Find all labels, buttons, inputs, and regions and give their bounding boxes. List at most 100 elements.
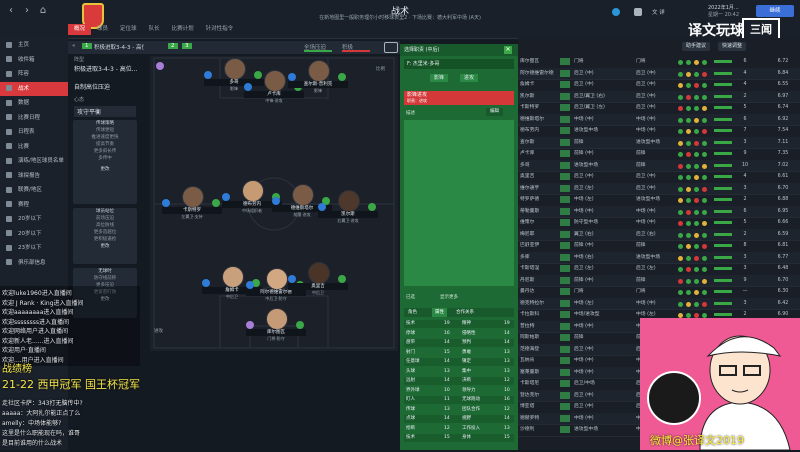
formation-value[interactable]: 积极进取3-4-3 - 高位... <box>74 66 138 73</box>
player-name[interactable]: 维尔通亨 <box>520 185 540 191</box>
player-name[interactable]: 德布劳内 <box>520 128 540 133</box>
player-card[interactable]: 多哥 影锋 <box>204 58 264 91</box>
lang-label[interactable]: 文 详 <box>652 10 665 16</box>
change-button[interactable]: 更改 <box>100 167 110 172</box>
continue-button[interactable]: 继续 <box>756 5 794 17</box>
forward-icon[interactable]: › <box>25 5 29 16</box>
close-icon[interactable]: ✕ <box>504 46 512 54</box>
notification-icon[interactable] <box>612 8 620 16</box>
sidebar-item-schedule[interactable]: 赛程 <box>0 198 68 213</box>
squad-row[interactable]: 德维斯塔尔 中场 (中) 中场 (中) 6 6.92 <box>518 113 800 126</box>
sidebar-item-inbox[interactable]: 收件箱 <box>0 53 68 68</box>
player-name[interactable]: 沙德利 <box>520 427 535 432</box>
player-name[interactable]: 阿尔德维雷尔德 <box>520 70 554 76</box>
change-button[interactable]: 更改 <box>100 244 110 249</box>
player-name[interactable]: 卡斯特罗 <box>520 105 540 110</box>
player-card[interactable]: 德维斯塔尔 前腰·进攻 <box>272 184 332 217</box>
tab-players[interactable]: 球员 <box>97 26 109 32</box>
player-name[interactable]: 多哥 <box>520 162 530 168</box>
squad-row[interactable]: 多库 中场 (右) 进攻型中场 3 6.77 <box>518 251 800 264</box>
squad-row[interactable]: 蒂勒曼斯 中场 (中) 中场 (中) 6 6.95 <box>518 205 800 218</box>
player-name[interactable]: 曼丹达 <box>520 289 535 294</box>
player-name[interactable]: 卢卡库 <box>520 151 535 156</box>
home-icon[interactable]: ⌂ <box>39 5 47 16</box>
player-name[interactable]: 塞莱曼斯 <box>520 369 540 375</box>
back-icon[interactable]: ‹ <box>9 5 13 16</box>
edit-button[interactable]: 编辑 <box>486 108 503 116</box>
squad-row[interactable]: 凯尔斯 后卫/翼卫 (右) 后卫 (中) 2 6.97 <box>518 90 800 103</box>
player-name[interactable]: 凯尔斯 <box>520 93 535 99</box>
sidebar-item-tactics[interactable]: 战术 <box>0 81 68 96</box>
sidebar-item-matches[interactable]: 比赛 <box>0 140 68 155</box>
player-name[interactable]: 查尔斯 <box>520 139 535 145</box>
sidebar-item-u23[interactable]: 23岁以下 <box>0 241 68 256</box>
player-name[interactable]: 瓦纳肯 <box>520 358 535 363</box>
player-card[interactable]: 库尔图瓦 门将·防守 <box>246 308 306 341</box>
player-name[interactable]: 德赫罗特 <box>520 415 540 421</box>
sidebar-item-squad[interactable]: 阵容 <box>0 67 68 82</box>
player-name[interactable]: 多库 <box>520 254 530 260</box>
role-info-icon[interactable] <box>156 62 164 70</box>
tab-overview[interactable]: 概况 <box>68 24 92 35</box>
tab-set-pieces[interactable]: 定位球 <box>120 26 137 32</box>
show-more-link[interactable]: 显示更多 <box>440 295 458 300</box>
squad-row[interactable]: 查尔斯 前锋 进攻型中场 3 7.11 <box>518 136 800 149</box>
tactic-slot-2[interactable]: 2 <box>168 43 178 49</box>
sidebar-item-calendar[interactable]: 日程表 <box>0 125 68 140</box>
change-button[interactable]: 更改 <box>100 297 110 302</box>
tactic-slot-3[interactable]: 3 <box>182 43 192 49</box>
player-card[interactable]: 凯尔斯 右翼卫·进攻 <box>318 190 378 223</box>
sidebar-item-fixtures[interactable]: 比赛日程 <box>0 111 68 126</box>
sidebar-item-data[interactable]: 数据 <box>0 96 68 111</box>
sidebar-item-home[interactable]: 主页 <box>0 38 68 53</box>
squad-row[interactable]: 维尔通亨 后卫 (左) 后卫 (中) 3 6.70 <box>518 182 800 195</box>
sidebar-item-region[interactable]: 演练/地区球员名单 <box>0 154 68 169</box>
player-select[interactable]: F: 杰里米·多哥 <box>404 59 514 69</box>
player-name[interactable]: 蒂勒曼斯 <box>520 208 540 214</box>
player-name[interactable]: 阿斯帕斯 <box>520 335 540 340</box>
player-name[interactable]: 登达克尔 <box>520 392 540 398</box>
player-name[interactable]: 卡斯塔尼 <box>520 381 540 386</box>
mentality-dropdown[interactable]: 攻守平衡 <box>74 106 136 117</box>
player-name[interactable]: 普拉特 <box>520 323 535 329</box>
assistant-button[interactable]: 助手建议 <box>682 42 711 51</box>
squad-row[interactable]: 德克特拉尔 中场 (左) 中场 (中) 3 6.42 <box>518 297 800 310</box>
player-name[interactable]: 卡斯塔涅 <box>520 266 540 271</box>
more-options-button[interactable] <box>384 42 398 53</box>
tab-role[interactable]: 角色 <box>408 310 417 315</box>
sidebar-item-scouting[interactable]: 球探报告 <box>0 169 68 184</box>
player-card[interactable]: 查尔斯·普利克 影锋 <box>288 60 348 93</box>
tab-match-plan[interactable]: 比赛计划 <box>171 26 194 32</box>
tab-captains[interactable]: 队长 <box>148 26 160 32</box>
squad-row[interactable]: 阿尔德维雷尔德 后卫 (中) 后卫 (中) 4 6.84 <box>518 67 800 80</box>
player-name[interactable]: 詹姆卡 <box>520 82 535 87</box>
sidebar-item-u20[interactable]: 20岁以下 <box>0 212 68 227</box>
player-name[interactable]: 范德海登 <box>520 346 540 352</box>
squad-row[interactable]: 丹尼斯 前锋 (中) 前锋 9 6.70 <box>518 274 800 287</box>
sidebar-item-u20b[interactable]: 20岁以下 <box>0 227 68 242</box>
collapse-icon[interactable]: « <box>72 43 76 49</box>
player-card[interactable]: 奥里吉 中后卫 <box>288 262 348 295</box>
player-name[interactable]: 特罗萨德 <box>520 197 540 202</box>
player-name[interactable]: 库尔图瓦 <box>520 59 540 64</box>
sidebar-item-league[interactable]: 联赛/地区 <box>0 183 68 198</box>
player-name[interactable]: 博亚塔 <box>520 404 535 409</box>
world-icon[interactable] <box>634 8 642 16</box>
player-name[interactable]: 维策尔 <box>520 220 535 225</box>
tab-attributes[interactable]: 属性 <box>432 308 447 317</box>
player-name[interactable]: 奥里吉 <box>520 174 535 179</box>
player-card[interactable]: 詹姆卡 中后卫 <box>202 266 262 299</box>
tab-relations[interactable]: 合作关系 <box>456 310 474 315</box>
player-name[interactable]: 卡拉斯科 <box>520 312 540 317</box>
squad-row[interactable]: 梅尼耶 翼卫 (右) 后卫 (右) 2 6.59 <box>518 228 800 241</box>
tab-opposition[interactable]: 针对性指令 <box>205 26 234 32</box>
quick-pick-button[interactable]: 快速调整 <box>718 42 747 51</box>
player-name[interactable]: 巴舒亚伊 <box>520 243 540 248</box>
player-name[interactable]: 德维斯塔尔 <box>520 116 544 122</box>
tactic-slot-1[interactable]: 1 <box>82 43 92 49</box>
selected-role-box[interactable]: 影锋进攻 职责：进攻 <box>404 91 514 105</box>
player-card[interactable]: 卡斯特罗 左翼卫·支持 <box>162 186 222 219</box>
player-name[interactable]: 德克特拉尔 <box>520 300 544 306</box>
squad-row[interactable]: 多哥 进攻型中场 前锋 10 7.02 <box>518 159 800 172</box>
tactic-1-name[interactable]: 积极进取3-4-3 - 高位压... <box>94 45 144 51</box>
